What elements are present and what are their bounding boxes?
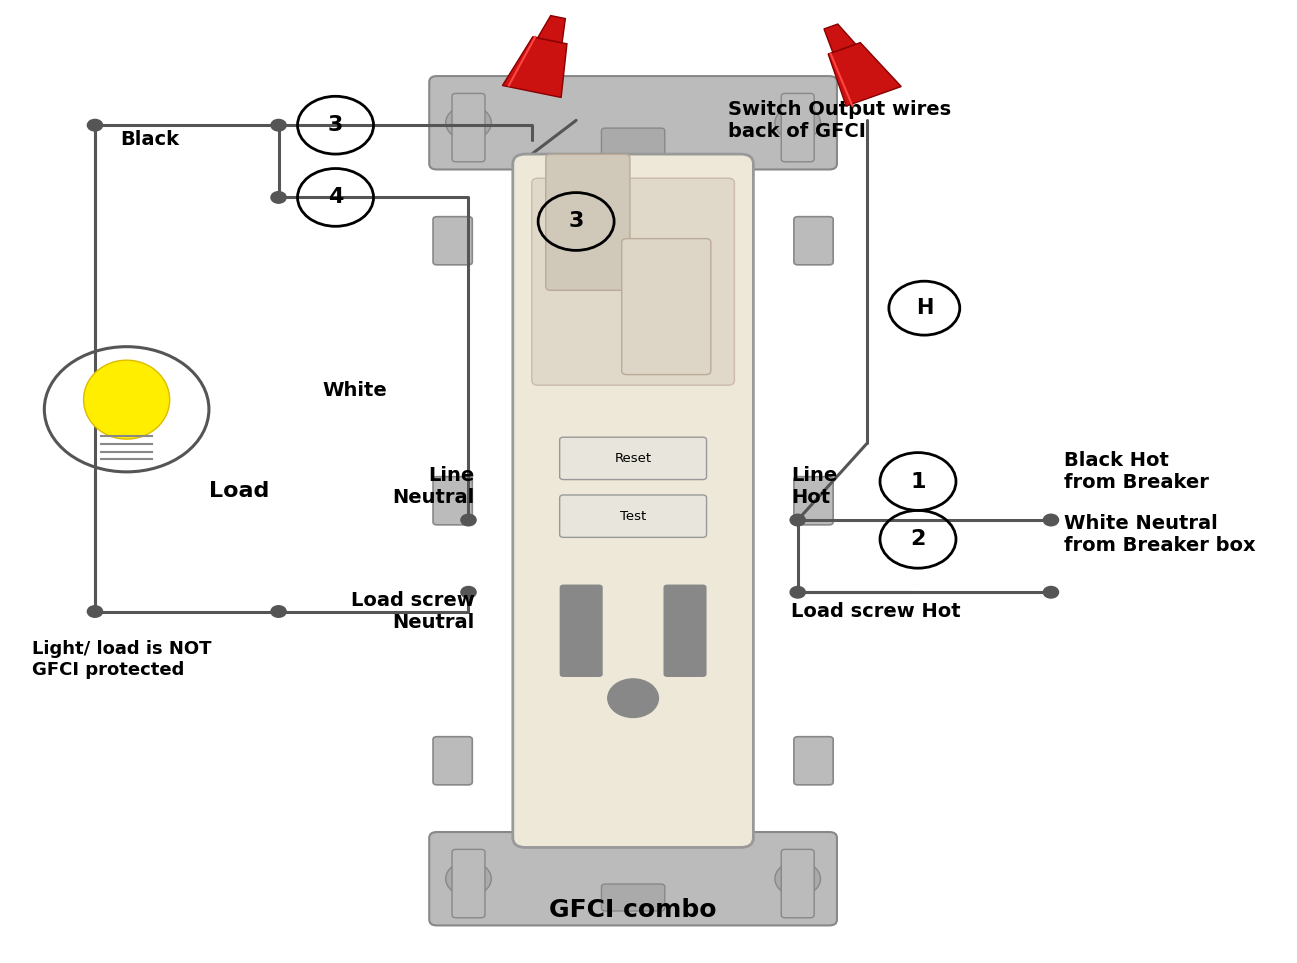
- FancyBboxPatch shape: [560, 495, 707, 537]
- Circle shape: [446, 106, 492, 140]
- Circle shape: [608, 679, 659, 717]
- Text: 3: 3: [328, 116, 344, 135]
- Circle shape: [271, 192, 287, 203]
- Polygon shape: [829, 42, 901, 106]
- Text: GFCI combo: GFCI combo: [550, 898, 717, 922]
- FancyBboxPatch shape: [433, 737, 472, 785]
- FancyBboxPatch shape: [560, 585, 603, 677]
- Circle shape: [446, 861, 492, 896]
- Text: Load: Load: [209, 482, 270, 501]
- Circle shape: [1043, 514, 1058, 526]
- Text: Load screw Hot: Load screw Hot: [791, 602, 961, 621]
- Circle shape: [790, 514, 805, 526]
- FancyBboxPatch shape: [560, 437, 707, 480]
- Text: White: White: [323, 380, 388, 400]
- Text: Test: Test: [620, 509, 646, 523]
- Text: Light/ load is NOT
GFCI protected: Light/ load is NOT GFCI protected: [31, 640, 211, 679]
- FancyBboxPatch shape: [794, 217, 833, 265]
- Circle shape: [774, 106, 821, 140]
- Text: Line
Neutral: Line Neutral: [393, 466, 475, 507]
- Text: White Neutral
from Breaker box: White Neutral from Breaker box: [1064, 514, 1255, 555]
- FancyBboxPatch shape: [433, 217, 472, 265]
- Text: Line
Hot: Line Hot: [791, 466, 838, 507]
- Text: 3: 3: [568, 212, 584, 231]
- FancyBboxPatch shape: [602, 128, 665, 155]
- Circle shape: [460, 514, 476, 526]
- Circle shape: [271, 119, 287, 131]
- Text: Load screw
Neutral: Load screw Neutral: [351, 591, 475, 632]
- FancyBboxPatch shape: [781, 849, 815, 918]
- Text: 4: 4: [328, 188, 344, 207]
- FancyBboxPatch shape: [433, 477, 472, 525]
- FancyBboxPatch shape: [532, 178, 734, 385]
- FancyBboxPatch shape: [664, 585, 707, 677]
- Circle shape: [460, 586, 476, 598]
- FancyBboxPatch shape: [453, 93, 485, 162]
- Text: Switch Output wires
back of GFCI: Switch Output wires back of GFCI: [728, 100, 951, 141]
- FancyBboxPatch shape: [429, 76, 837, 169]
- Text: Reset: Reset: [615, 452, 651, 465]
- Circle shape: [87, 119, 102, 131]
- Circle shape: [790, 586, 805, 598]
- Text: 2: 2: [910, 530, 926, 549]
- Polygon shape: [824, 24, 856, 52]
- Text: Black Hot
from Breaker: Black Hot from Breaker: [1064, 452, 1209, 492]
- FancyBboxPatch shape: [794, 477, 833, 525]
- Circle shape: [774, 861, 821, 896]
- FancyBboxPatch shape: [512, 154, 754, 847]
- Text: 1: 1: [910, 472, 926, 491]
- Ellipse shape: [83, 360, 170, 439]
- FancyBboxPatch shape: [794, 737, 833, 785]
- FancyBboxPatch shape: [781, 93, 815, 162]
- FancyBboxPatch shape: [453, 849, 485, 918]
- Text: H: H: [916, 299, 933, 318]
- Polygon shape: [537, 15, 565, 42]
- FancyBboxPatch shape: [602, 884, 665, 911]
- FancyBboxPatch shape: [546, 154, 630, 291]
- Polygon shape: [502, 37, 567, 97]
- Circle shape: [1043, 586, 1058, 598]
- Circle shape: [87, 606, 102, 617]
- FancyBboxPatch shape: [429, 832, 837, 925]
- Circle shape: [271, 606, 287, 617]
- FancyBboxPatch shape: [621, 239, 711, 375]
- Text: Black: Black: [121, 130, 179, 149]
